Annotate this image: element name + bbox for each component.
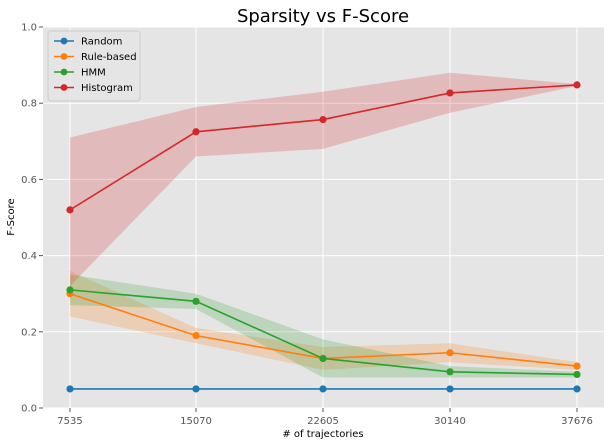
x-tick-label: 37676 — [561, 416, 593, 427]
x-tick-label: 7535 — [57, 416, 82, 427]
y-axis-ticks: 0.0 0.2 0.4 0.6 0.8 1.0 — [21, 23, 43, 415]
legend-label: Histogram — [81, 83, 133, 94]
random-point — [192, 385, 200, 393]
random-point — [66, 385, 74, 393]
rule-based-band — [70, 270, 577, 370]
legend-box — [47, 30, 141, 102]
rule-based-point — [446, 349, 454, 357]
y-tick-label: 0.4 — [21, 251, 37, 262]
y-tick-label: 0.2 — [21, 327, 37, 338]
y-tick-label: 0.0 — [21, 404, 37, 415]
chart-title: Sparsity vs F-Score — [237, 6, 409, 27]
x-tick-label: 30140 — [434, 416, 466, 427]
series-points — [66, 81, 581, 393]
y-axis-label: F-Score — [6, 198, 17, 235]
hmm-point — [573, 370, 581, 379]
y-tick-label: 0.8 — [21, 99, 37, 110]
histogram-point — [192, 128, 200, 136]
random-point — [319, 385, 327, 393]
legend: Random Rule-based HMM Histogram — [47, 30, 141, 102]
x-tick-label: 15070 — [180, 416, 212, 427]
x-axis-ticks: 7535 15070 22605 30140 37676 — [57, 408, 593, 427]
legend-entry-histogram: Histogram — [54, 83, 133, 94]
legend-swatch-marker — [60, 68, 68, 76]
x-tick-label: 22605 — [307, 416, 339, 427]
legend-swatch-marker — [60, 53, 68, 60]
histogram-band — [70, 72, 577, 287]
legend-entry-hmm: HMM — [54, 68, 106, 79]
legend-entry-random: Random — [54, 37, 122, 48]
grid — [43, 26, 604, 409]
legend-label: HMM — [81, 68, 106, 79]
x-axis-label: # of trajectories — [282, 429, 363, 440]
rule-based-point — [573, 362, 581, 370]
hmm-point — [446, 368, 454, 376]
hmm-point — [66, 286, 74, 294]
rule-based-point — [192, 332, 200, 340]
random-point — [446, 385, 454, 393]
histogram-point — [319, 115, 327, 124]
y-tick-label: 0.6 — [21, 175, 37, 186]
y-tick-label: 1.0 — [21, 23, 37, 34]
legend-swatch-marker — [60, 37, 68, 45]
histogram-point — [446, 89, 454, 97]
hmm-point — [192, 297, 200, 305]
legend-swatch-marker — [60, 84, 68, 91]
legend-label: Random — [81, 37, 122, 48]
hmm-point — [319, 354, 327, 363]
legend-label: Rule-based — [81, 52, 137, 63]
random-point — [573, 385, 581, 393]
histogram-point — [573, 81, 581, 89]
histogram-point — [66, 206, 74, 214]
legend-entry-rule-based: Rule-based — [54, 52, 137, 63]
